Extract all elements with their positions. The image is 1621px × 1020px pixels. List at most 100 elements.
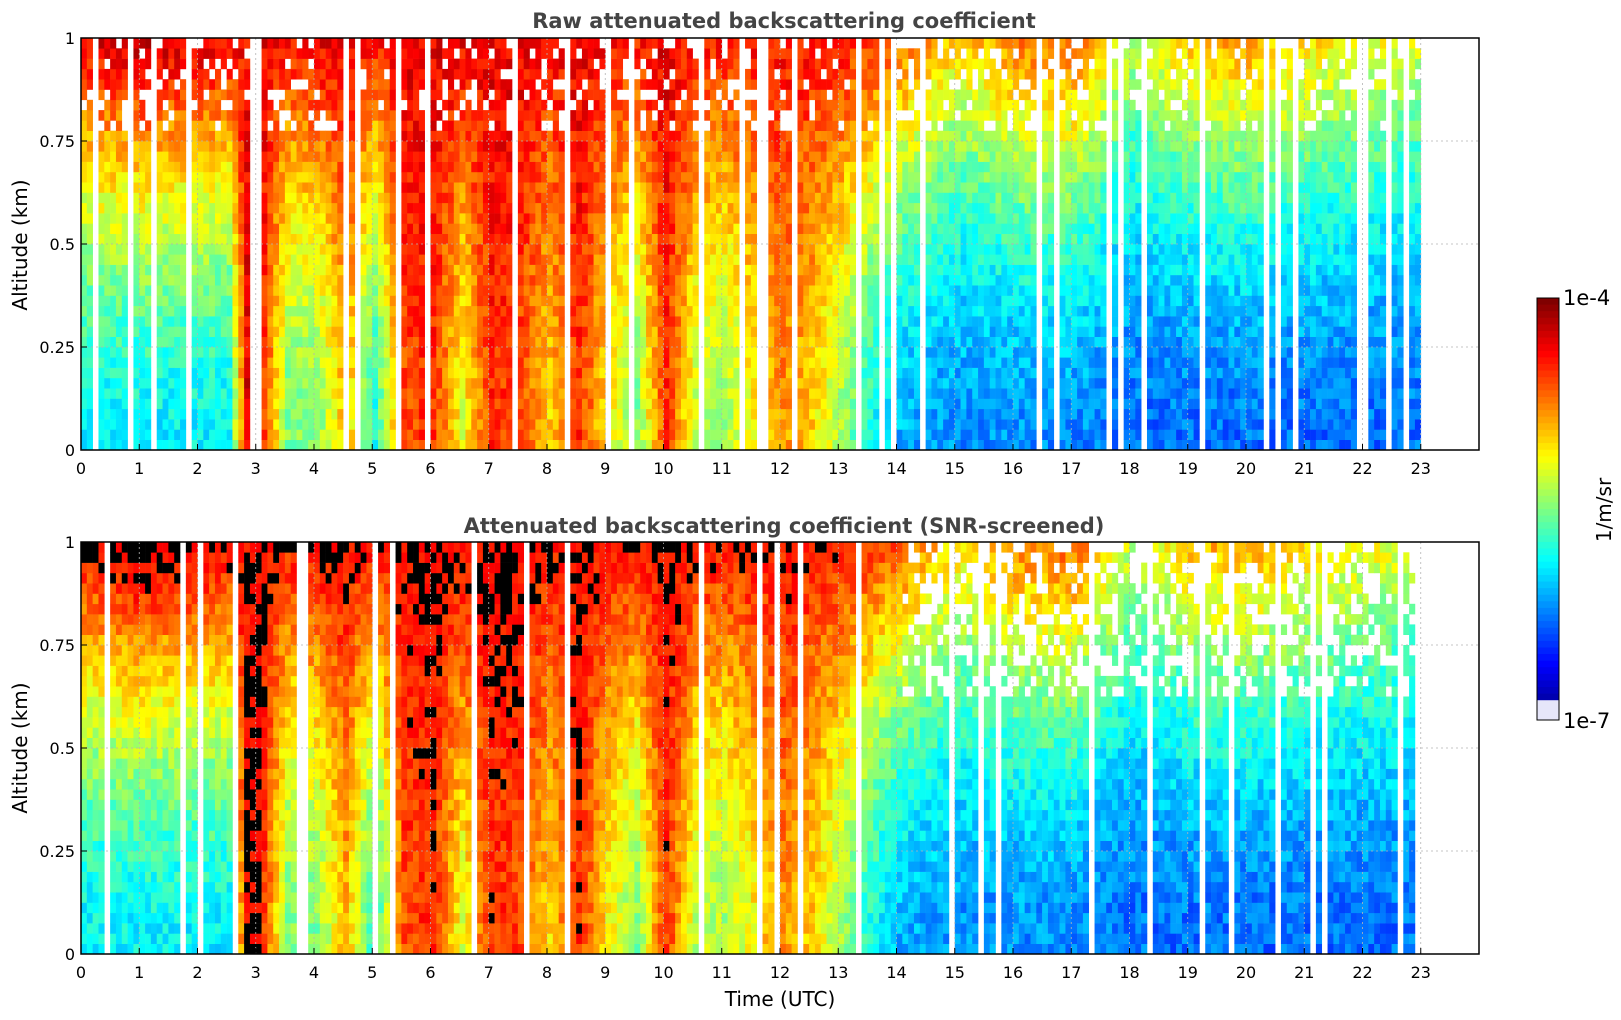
raw-heatmap-cell [302, 48, 309, 59]
raw-heatmap-cell [168, 38, 175, 49]
raw-heatmap-cell [430, 357, 437, 368]
raw-heatmap-cell [710, 151, 717, 162]
raw-heatmap-cell [616, 367, 624, 379]
raw-heatmap-cell [634, 79, 641, 90]
raw-heatmap-cell [86, 38, 93, 49]
raw-heatmap-cell [500, 213, 507, 224]
raw-heatmap-cell [413, 151, 420, 162]
raw-heatmap-cell [587, 398, 594, 410]
raw-heatmap-cell [529, 233, 536, 245]
raw-heatmap-cell [873, 305, 880, 317]
raw-heatmap-cell [570, 151, 577, 162]
raw-heatmap-cell [733, 377, 740, 389]
raw-heatmap-cell [547, 388, 554, 399]
raw-heatmap-cell [611, 316, 618, 327]
raw-heatmap-cell [646, 151, 653, 162]
raw-heatmap-cell [745, 408, 752, 420]
raw-heatmap-cell [447, 408, 455, 420]
raw-heatmap-cell [669, 419, 676, 430]
raw-heatmap-cell [704, 48, 711, 59]
raw-heatmap-cell [401, 68, 408, 80]
raw-heatmap-cell [430, 58, 437, 70]
raw-heatmap-cell [436, 367, 443, 379]
raw-heatmap-cell [273, 347, 280, 358]
raw-heatmap-cell [669, 439, 676, 451]
raw-heatmap-cell [302, 419, 309, 430]
raw-heatmap-cell [290, 182, 297, 193]
raw-heatmap-cell [680, 274, 688, 286]
raw-heatmap-cell [302, 233, 309, 245]
raw-heatmap-cell [238, 58, 245, 70]
raw-heatmap-cell [401, 264, 408, 276]
raw-heatmap-cell [261, 151, 268, 162]
raw-heatmap-cell [611, 254, 618, 265]
raw-heatmap-cell [442, 99, 449, 111]
raw-heatmap-cell [482, 274, 490, 286]
raw-heatmap-cell [948, 419, 956, 430]
raw-heatmap-cell [809, 182, 816, 193]
raw-heatmap-cell [401, 347, 408, 358]
raw-heatmap-cell [348, 316, 356, 327]
raw-heatmap-cell [500, 336, 507, 348]
raw-heatmap-cell [966, 79, 973, 90]
raw-heatmap-cell [838, 274, 845, 286]
raw-heatmap-cell [547, 305, 554, 317]
raw-heatmap-cell [273, 120, 280, 131]
raw-heatmap-cell [389, 182, 396, 193]
raw-heatmap-cell [139, 285, 146, 296]
raw-heatmap-cell [937, 68, 944, 80]
raw-heatmap-cell [209, 367, 216, 379]
raw-heatmap-cell [750, 388, 758, 399]
raw-heatmap-cell [780, 192, 787, 204]
raw-heatmap-cell [418, 161, 425, 173]
raw-heatmap-cell [325, 110, 332, 121]
raw-heatmap-cell [86, 419, 93, 430]
raw-heatmap-cell [244, 68, 251, 80]
raw-heatmap-cell [494, 223, 501, 234]
raw-heatmap-cell [646, 377, 653, 389]
raw-heatmap-cell [785, 38, 792, 49]
raw-heatmap-cell [378, 161, 385, 173]
raw-heatmap-cell [809, 233, 816, 245]
raw-heatmap-cell [308, 274, 315, 286]
raw-heatmap-cell [378, 305, 385, 317]
raw-heatmap-cell [401, 377, 408, 389]
raw-heatmap-cell [203, 336, 210, 348]
raw-heatmap-cell [902, 202, 909, 214]
raw-heatmap-cell [308, 171, 315, 183]
raw-heatmap-cell [873, 254, 880, 265]
raw-heatmap-cell [541, 408, 548, 420]
raw-heatmap-cell [966, 58, 973, 70]
raw-heatmap-cell [226, 295, 233, 307]
raw-heatmap-cell [290, 213, 297, 224]
raw-heatmap-cell [616, 347, 624, 358]
raw-heatmap-cell [139, 213, 146, 224]
raw-heatmap-cell [331, 367, 338, 379]
raw-heatmap-cell [873, 264, 880, 276]
raw-heatmap-cell [401, 233, 408, 245]
raw-heatmap-cell [203, 38, 210, 49]
raw-heatmap-cell [261, 58, 268, 70]
raw-heatmap-cell [413, 388, 420, 399]
raw-heatmap-cell [209, 285, 216, 296]
raw-heatmap-cell [244, 398, 251, 410]
raw-heatmap-cell [115, 99, 123, 111]
raw-heatmap-cell [302, 408, 309, 420]
raw-heatmap-cell [191, 79, 198, 90]
raw-heatmap-cell [86, 347, 93, 358]
raw-heatmap-cell [826, 264, 833, 276]
raw-heatmap-cell [447, 367, 455, 379]
raw-heatmap-cell [785, 377, 792, 389]
raw-heatmap-cell [593, 285, 600, 296]
raw-heatmap-cell [494, 347, 501, 358]
raw-heatmap-cell [482, 213, 490, 224]
raw-heatmap-cell [517, 285, 525, 296]
raw-heatmap-cell [232, 120, 239, 131]
raw-heatmap-cell [284, 254, 291, 265]
raw-heatmap-cell [552, 439, 559, 451]
raw-heatmap-cell [721, 233, 728, 245]
raw-heatmap-cell [663, 305, 670, 317]
raw-heatmap-cell [570, 367, 577, 379]
raw-heatmap-cell [436, 429, 443, 440]
raw-heatmap-cell [576, 223, 583, 234]
